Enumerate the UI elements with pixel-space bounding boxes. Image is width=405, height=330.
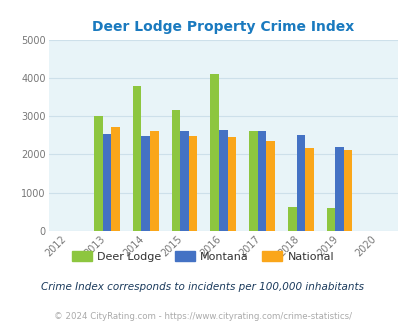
Bar	[149, 131, 158, 231]
Bar	[210, 74, 218, 231]
Bar	[180, 131, 188, 231]
Text: Crime Index corresponds to incidents per 100,000 inhabitants: Crime Index corresponds to incidents per…	[41, 282, 364, 292]
Bar	[266, 141, 274, 231]
Bar	[171, 111, 180, 231]
Bar	[296, 135, 305, 231]
Bar	[288, 207, 296, 231]
Bar	[141, 136, 149, 231]
Title: Deer Lodge Property Crime Index: Deer Lodge Property Crime Index	[92, 20, 354, 34]
Bar	[94, 116, 102, 231]
Bar	[305, 148, 313, 231]
Bar	[111, 127, 119, 231]
Bar	[249, 131, 257, 231]
Bar	[257, 131, 266, 231]
Bar	[132, 86, 141, 231]
Bar	[343, 150, 352, 231]
Bar	[335, 147, 343, 231]
Legend: Deer Lodge, Montana, National: Deer Lodge, Montana, National	[67, 247, 338, 266]
Bar	[188, 136, 197, 231]
Bar	[326, 209, 335, 231]
Text: © 2024 CityRating.com - https://www.cityrating.com/crime-statistics/: © 2024 CityRating.com - https://www.city…	[54, 312, 351, 321]
Bar	[227, 137, 236, 231]
Bar	[102, 134, 111, 231]
Bar	[218, 130, 227, 231]
